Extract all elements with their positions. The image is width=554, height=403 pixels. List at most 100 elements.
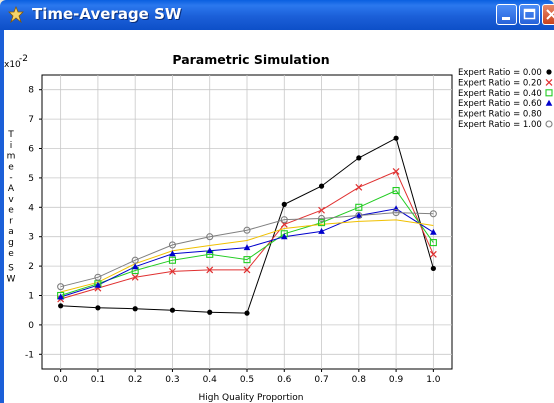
data-point [429, 250, 437, 258]
x-tick-label: 0.8 [352, 375, 367, 385]
window-title: Time-Average SW [32, 5, 182, 23]
data-point [58, 303, 64, 309]
y-tick-label: 8 [28, 86, 34, 96]
data-point [392, 209, 400, 217]
data-point [131, 263, 139, 270]
close-icon [546, 9, 554, 20]
chart-title: Parametric Simulation [172, 52, 329, 67]
data-point [168, 241, 177, 249]
data-point [57, 283, 65, 291]
data-point [94, 281, 102, 288]
y-axis-label-char: A [8, 184, 15, 194]
app-icon [8, 6, 24, 24]
data-point [206, 266, 214, 274]
data-point [546, 69, 552, 75]
y-axis-label-char: v [8, 195, 14, 205]
data-point [318, 227, 325, 234]
data-point [280, 233, 288, 240]
y-axis-label-char: e [8, 206, 14, 216]
data-point [281, 201, 287, 207]
data-point [355, 212, 363, 219]
data-point [355, 203, 363, 211]
data-point [317, 214, 326, 223]
data-point [131, 273, 139, 281]
y-axis-label-char: g [8, 238, 14, 248]
y-tick-label: 1 [28, 292, 34, 302]
y-tick-label: 7 [28, 115, 34, 125]
y-tick-label: 0 [28, 321, 34, 331]
legend-entry-label: Expert Ratio = 0.60 [458, 99, 542, 109]
title-bar[interactable]: Time-Average SW [0, 0, 554, 30]
x-tick-label: 0.7 [314, 375, 328, 385]
data-point [356, 155, 362, 161]
x-tick-label: 0.9 [389, 375, 404, 385]
data-point [132, 306, 138, 312]
data-point [430, 228, 437, 235]
x-tick-label: 0.1 [91, 375, 105, 385]
series-line [60, 219, 434, 293]
y-axis-label-char: a [8, 227, 14, 237]
minimize-icon [502, 17, 510, 20]
y-axis-label-char: - [9, 173, 12, 183]
data-point [317, 219, 326, 227]
x-tick-label: 0.6 [277, 375, 292, 385]
y-axis-label-char: e [8, 162, 14, 172]
x-tick-label: 0.4 [203, 375, 218, 385]
legend-entry-label: Expert Ratio = 0.00 [458, 68, 542, 78]
series-line [60, 189, 434, 296]
data-point [243, 256, 251, 264]
exponent-power: -2 [19, 54, 28, 64]
chart-svg: Parametric Simulation x10 -2 -1 0 1 2 3 4 5 6 7 8… [4, 52, 553, 403]
data-point [243, 244, 251, 251]
series-line [60, 212, 434, 288]
data-point [207, 309, 213, 315]
data-point [206, 233, 214, 241]
data-point [244, 310, 250, 316]
x-tick-label: 0.0 [53, 375, 68, 385]
data-point [393, 135, 399, 141]
data-point [430, 265, 436, 272]
data-point [169, 267, 176, 275]
x-tick-label: 1.0 [426, 375, 441, 385]
x-tick-label: 0.5 [240, 375, 254, 385]
data-point [95, 305, 101, 311]
x-tick-label: 0.3 [165, 375, 179, 385]
y-tick-label: 4 [28, 203, 34, 213]
maximize-icon [523, 8, 536, 20]
data-point [169, 307, 176, 313]
data-point [355, 211, 363, 220]
data-point [318, 183, 325, 189]
data-point [168, 256, 177, 264]
y-tick-label: 5 [28, 174, 34, 184]
window-border-left [0, 30, 4, 403]
exponent-base: x10 [4, 60, 21, 70]
y-tick-label: -1 [25, 350, 34, 360]
legend-entry-label: Expert Ratio = 0.20 [458, 78, 542, 88]
y-axis-label-char: i [10, 141, 13, 151]
data-point [355, 183, 363, 191]
data-point [243, 226, 251, 234]
data-point [429, 239, 437, 247]
legend-entry-label: Expert Ratio = 0.80 [458, 110, 542, 120]
data-point [131, 256, 139, 264]
data-point [545, 99, 553, 106]
data-point [57, 293, 64, 300]
data-point [169, 250, 176, 257]
data-point [206, 247, 214, 254]
maximize-button[interactable] [519, 4, 540, 25]
data-point [545, 89, 553, 97]
close-button[interactable] [542, 4, 554, 25]
x-axis-label: High Quality Proportion [198, 393, 303, 403]
plot-panel: Parametric Simulation x10 -2 -1 0 1 2 3 4 5 6 7 8… [4, 30, 554, 403]
data-point [318, 206, 325, 214]
minimize-button[interactable] [496, 4, 517, 25]
y-tick-label: 2 [28, 262, 34, 272]
data-point [392, 186, 400, 195]
y-axis-label-char: m [7, 152, 16, 162]
data-point [392, 168, 400, 175]
y-axis-label-char: e [8, 249, 14, 259]
y-tick-label: 3 [28, 233, 34, 243]
data-point [429, 210, 437, 218]
data-point [243, 266, 251, 274]
